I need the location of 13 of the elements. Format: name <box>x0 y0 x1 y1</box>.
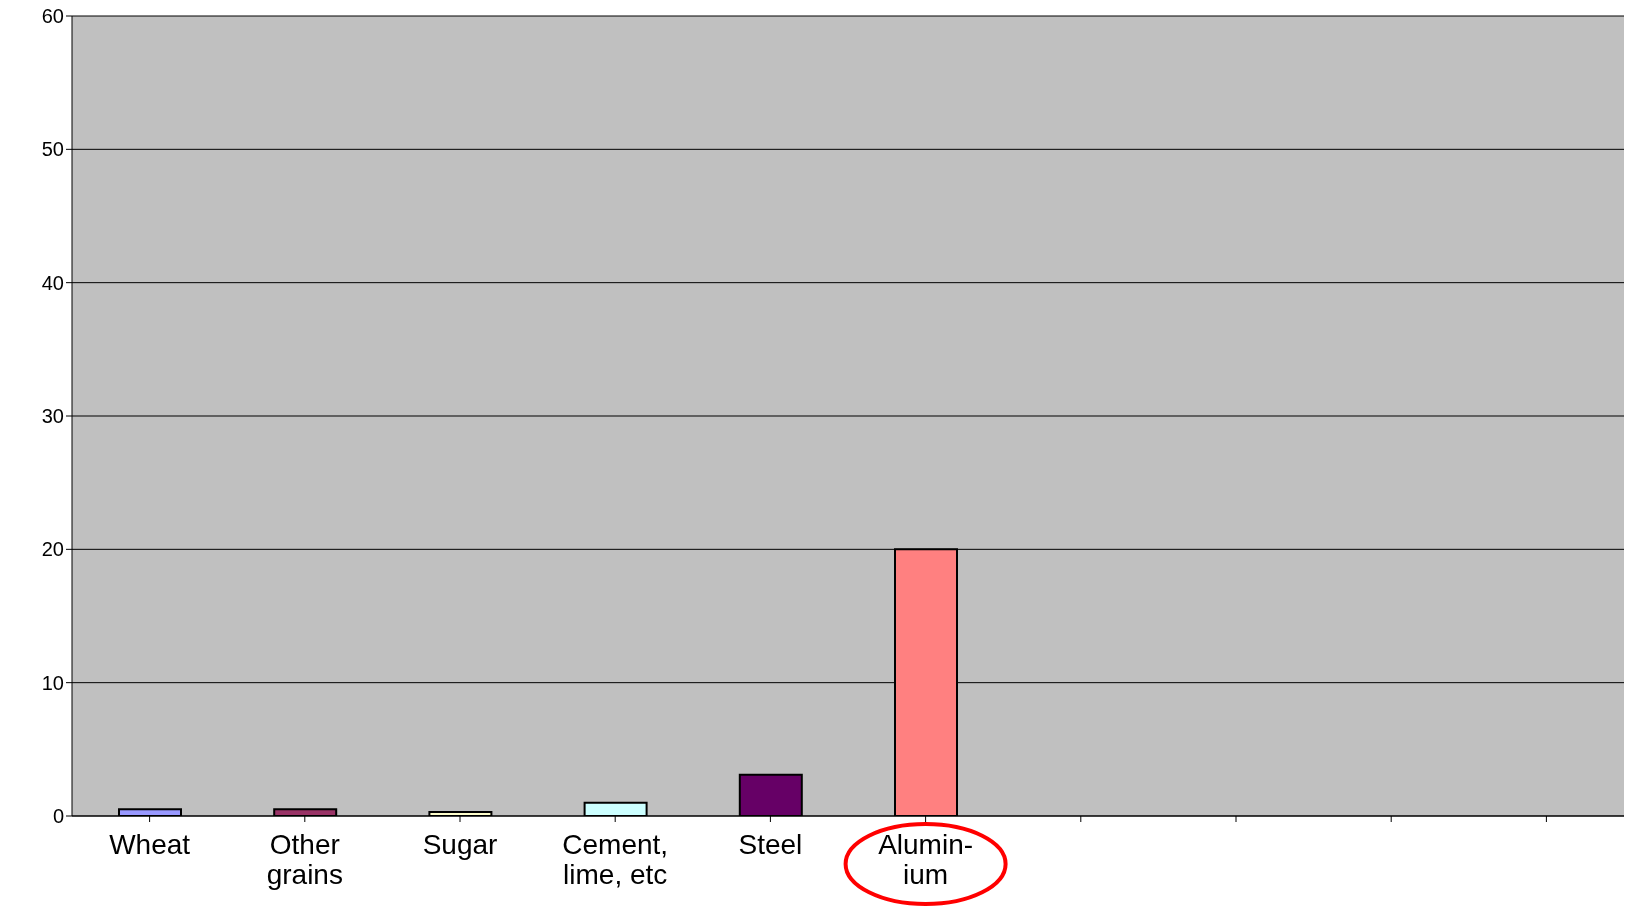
y-tick-label: 50 <box>41 138 64 161</box>
y-tick-label: 60 <box>41 5 64 28</box>
x-tick-label: Other grains <box>266 829 343 890</box>
x-tick-label: Steel <box>738 829 803 860</box>
x-tick-label: Alumin- ium <box>878 829 974 890</box>
x-tick-label: Cement, lime, etc <box>562 829 669 890</box>
y-tick-label: 0 <box>52 805 64 828</box>
y-tick-label: 40 <box>41 271 64 294</box>
x-tick-label: Sugar <box>422 829 498 860</box>
y-tick-label: 30 <box>41 405 64 428</box>
x-tick-label: Wheat <box>109 829 191 860</box>
y-tick-label: 20 <box>41 538 64 561</box>
y-tick-label: 10 <box>41 671 64 694</box>
